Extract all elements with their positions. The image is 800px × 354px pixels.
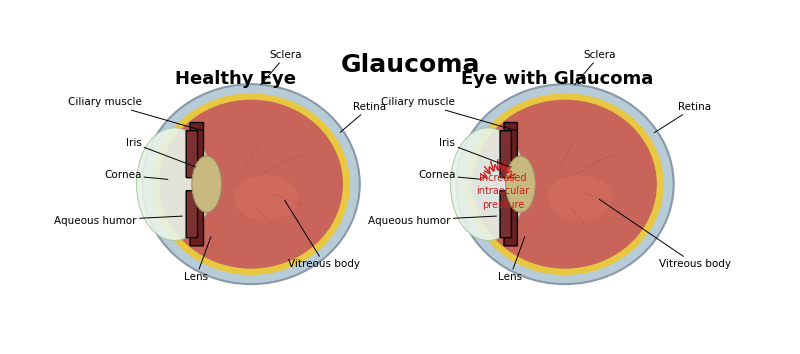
FancyBboxPatch shape [504, 194, 518, 246]
Ellipse shape [466, 93, 664, 275]
Text: Aqueous humor: Aqueous humor [54, 216, 182, 225]
FancyBboxPatch shape [504, 122, 518, 174]
Ellipse shape [155, 96, 347, 272]
Text: Healthy Eye: Healthy Eye [175, 70, 296, 88]
Text: Lens: Lens [184, 237, 211, 282]
Text: Sclera: Sclera [574, 50, 616, 85]
FancyBboxPatch shape [500, 131, 511, 178]
Ellipse shape [137, 128, 212, 240]
Ellipse shape [469, 96, 661, 272]
Text: Retina: Retina [340, 102, 386, 132]
Ellipse shape [450, 128, 526, 240]
Text: Iris: Iris [439, 138, 510, 167]
FancyBboxPatch shape [500, 191, 511, 238]
Text: Iris: Iris [126, 138, 195, 167]
Text: Cornea: Cornea [418, 170, 482, 180]
FancyBboxPatch shape [186, 131, 198, 178]
Text: Vitreous body: Vitreous body [599, 199, 731, 269]
Text: Cornea: Cornea [104, 170, 168, 180]
Text: Vitreous body: Vitreous body [285, 200, 360, 269]
Ellipse shape [548, 175, 612, 221]
Ellipse shape [470, 152, 525, 217]
Text: Retina: Retina [654, 102, 711, 133]
FancyBboxPatch shape [186, 191, 198, 238]
Ellipse shape [473, 100, 657, 269]
Ellipse shape [192, 156, 222, 212]
Text: Aqueous humor: Aqueous humor [368, 216, 496, 225]
FancyBboxPatch shape [190, 194, 203, 246]
Text: Glaucoma: Glaucoma [340, 53, 480, 77]
Ellipse shape [234, 175, 298, 221]
Ellipse shape [152, 93, 350, 275]
FancyBboxPatch shape [190, 122, 203, 174]
Text: Ciliary muscle: Ciliary muscle [382, 97, 517, 131]
Ellipse shape [506, 156, 535, 212]
Ellipse shape [142, 84, 360, 284]
Text: Sclera: Sclera [261, 50, 302, 85]
Ellipse shape [159, 100, 343, 269]
Text: Eye with Glaucoma: Eye with Glaucoma [461, 70, 654, 88]
Text: Ciliary muscle: Ciliary muscle [67, 97, 202, 131]
Text: Lens: Lens [498, 237, 525, 282]
Ellipse shape [456, 84, 674, 284]
Text: Increased
intraocular
pressure: Increased intraocular pressure [476, 173, 530, 210]
